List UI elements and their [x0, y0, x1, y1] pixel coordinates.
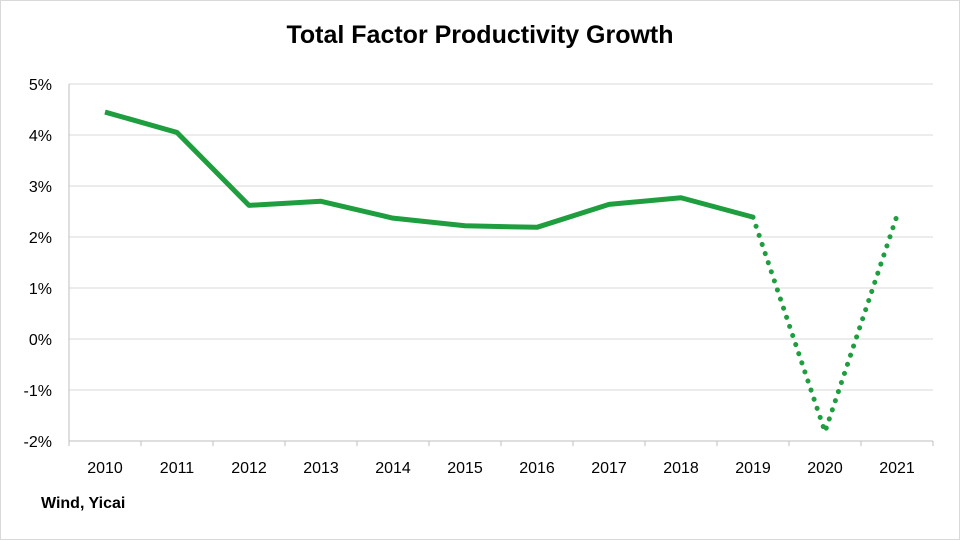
x-tick-label: 2011: [160, 460, 195, 477]
x-tick-label: 2010: [87, 460, 123, 477]
y-tick-label: -1%: [24, 383, 52, 400]
y-tick-label: 0%: [29, 332, 52, 349]
x-tick-label: 2020: [807, 460, 843, 477]
y-tick-label: 1%: [29, 281, 52, 298]
x-tick-label: 2021: [879, 460, 915, 477]
series-line-solid: [104, 109, 754, 230]
y-tick-label: 3%: [29, 179, 52, 196]
x-tick-label: 2013: [303, 460, 339, 477]
x-tick-label: 2017: [591, 460, 627, 477]
x-tick-label: 2014: [375, 460, 411, 477]
x-tick-label: 2015: [447, 460, 483, 477]
y-tick-label: 5%: [29, 77, 52, 94]
x-tick-label: 2016: [519, 460, 555, 477]
chart-title: Total Factor Productivity Growth: [286, 21, 674, 49]
y-tick-label: 4%: [29, 128, 52, 145]
x-tick-label: 2012: [231, 460, 267, 477]
x-tick-label: 2018: [663, 460, 699, 477]
y-tick-label: -2%: [24, 434, 52, 451]
series-line-dotted: [750, 213, 900, 435]
source-note: Wind, Yicai: [41, 495, 126, 512]
y-tick-label: 2%: [29, 230, 52, 247]
x-tick-label: 2019: [735, 460, 771, 477]
